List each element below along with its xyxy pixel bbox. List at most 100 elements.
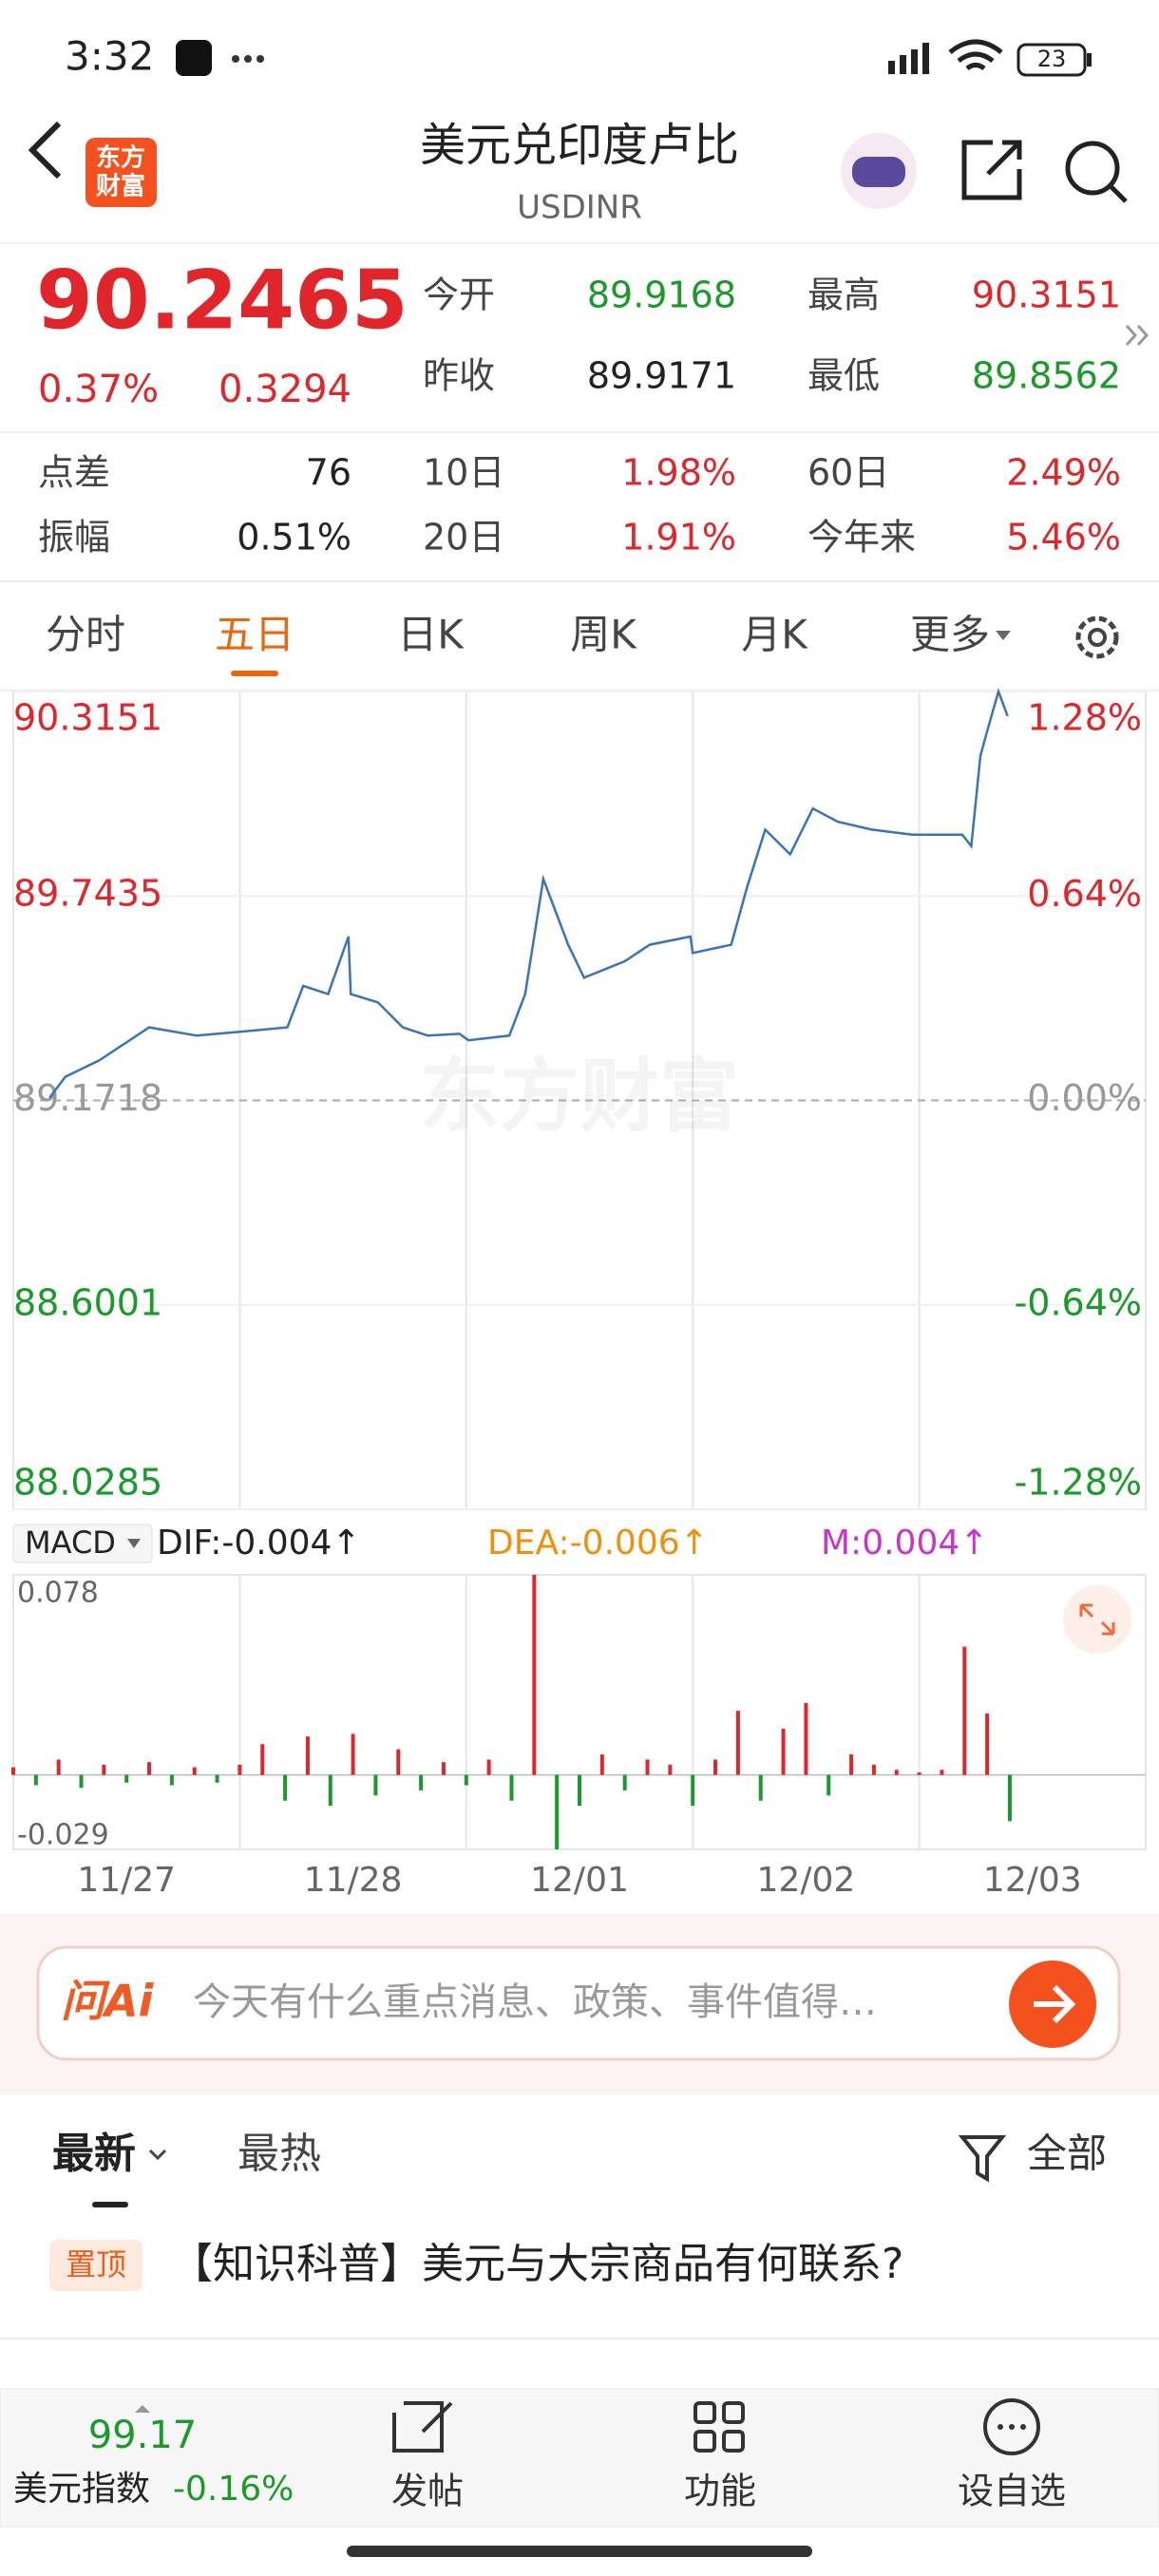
dot bbox=[232, 55, 239, 63]
index-name[interactable]: 美元指数 bbox=[13, 2470, 150, 2509]
indicator-name: MACD bbox=[25, 1525, 116, 1561]
stat-value: 5.46% bbox=[1006, 517, 1121, 559]
filter-icon[interactable] bbox=[958, 2135, 1007, 2183]
y-tick-label: 90.3151 bbox=[13, 697, 162, 739]
ai-brand: 问Ai bbox=[61, 1976, 155, 2027]
search-button[interactable] bbox=[1065, 141, 1120, 196]
stat-label: 点差 bbox=[38, 452, 110, 494]
y2-tick-label: -1.28% bbox=[1015, 1462, 1142, 1504]
action-label[interactable]: 发帖 bbox=[391, 2471, 464, 2512]
index-value[interactable]: 99.17 bbox=[88, 2414, 198, 2457]
tab-underline bbox=[92, 2202, 128, 2207]
y-tick-label: -0.029 bbox=[17, 1819, 109, 1852]
feed-tab[interactable]: 最新 bbox=[52, 2130, 136, 2178]
share-button[interactable] bbox=[961, 140, 1022, 200]
expand-chevron[interactable] bbox=[1125, 324, 1150, 347]
chart-tab[interactable]: 分时 bbox=[46, 612, 125, 658]
x-tick-label: 12/01 bbox=[530, 1861, 629, 1900]
dot bbox=[244, 55, 252, 63]
stat-label: 60日 bbox=[808, 452, 889, 494]
chart-tab[interactable]: 五日 bbox=[215, 612, 294, 658]
settings-center bbox=[1088, 628, 1107, 647]
ai-search-box[interactable] bbox=[36, 1945, 1121, 2061]
field-value: 90.3151 bbox=[972, 275, 1121, 316]
logo[interactable] bbox=[86, 138, 157, 207]
stat-value: 2.49% bbox=[1006, 452, 1121, 494]
logo-text: 东方 bbox=[96, 143, 145, 173]
bottom-bar bbox=[0, 2388, 1159, 2528]
index-arrow bbox=[135, 2405, 150, 2413]
change-percent: 0.37% bbox=[38, 368, 159, 411]
chart-tab[interactable]: 更多 bbox=[910, 612, 990, 658]
stat-value: 1.91% bbox=[621, 517, 736, 559]
field-label: 最低 bbox=[808, 355, 880, 397]
x-tick-label: 12/03 bbox=[983, 1861, 1082, 1900]
change: 0.3294 bbox=[218, 368, 352, 411]
article-title[interactable]: 【知识科普】美元与大宗商品有何联系? bbox=[171, 2240, 903, 2288]
y2-tick-label: 1.28% bbox=[1027, 697, 1142, 739]
stat-label: 10日 bbox=[423, 452, 504, 494]
stat-value: 0.51% bbox=[237, 517, 352, 559]
stat-label: 20日 bbox=[423, 517, 504, 559]
avatar-face bbox=[852, 157, 905, 187]
y-tick-label: 0.078 bbox=[17, 1577, 99, 1610]
field-label: 昨收 bbox=[423, 355, 495, 397]
title: 美元兑印度卢比 bbox=[420, 119, 739, 172]
home-indicator bbox=[347, 2546, 812, 2557]
index-change[interactable]: -0.16% bbox=[173, 2470, 294, 2509]
pin-tag bbox=[49, 2240, 142, 2291]
action-label[interactable]: 功能 bbox=[684, 2471, 756, 2512]
expand-button[interactable] bbox=[1063, 1585, 1131, 1654]
field-value: 89.9168 bbox=[587, 275, 736, 316]
pin-tag-text: 置顶 bbox=[66, 2246, 126, 2282]
indicator-legend: M:0.004↑ bbox=[821, 1524, 988, 1563]
indicator-legend: DEA:-0.006↑ bbox=[487, 1524, 709, 1563]
field-label: 今开 bbox=[423, 275, 495, 316]
y-tick-label: 88.0285 bbox=[13, 1462, 162, 1504]
last-price: 90.2465 bbox=[36, 253, 408, 348]
chart-tab[interactable]: 周K bbox=[570, 612, 637, 658]
back-button[interactable] bbox=[28, 121, 62, 180]
stat-label: 振幅 bbox=[38, 517, 110, 559]
y2-tick-label: -0.64% bbox=[1015, 1281, 1142, 1323]
search-handle bbox=[1109, 184, 1128, 203]
field-label: 最高 bbox=[808, 275, 880, 316]
panel-border bbox=[12, 1574, 1147, 1850]
post-icon bbox=[392, 2401, 453, 2453]
dot bbox=[998, 2424, 1003, 2430]
stat-value: 1.98% bbox=[621, 452, 736, 494]
y-tick-label: 88.6001 bbox=[13, 1281, 162, 1323]
y2-tick-label: 0.00% bbox=[1027, 1077, 1142, 1119]
ai-placeholder: 今天有什么重点消息、政策、事件值得… bbox=[193, 1980, 877, 2024]
watchlist-icon bbox=[983, 2398, 1040, 2455]
indicator-select[interactable] bbox=[12, 1524, 153, 1563]
expand-icon bbox=[1079, 1603, 1115, 1636]
stat-value: 76 bbox=[306, 452, 352, 494]
subtitle: USDINR bbox=[517, 189, 642, 227]
battery-tip bbox=[1087, 53, 1092, 66]
x-tick-label: 11/27 bbox=[77, 1861, 176, 1900]
indicator-legend: DIF:-0.004↑ bbox=[157, 1524, 361, 1563]
signal-icon bbox=[888, 43, 929, 74]
settings-button[interactable] bbox=[1075, 616, 1119, 659]
wifi-icon bbox=[948, 39, 1003, 71]
logo-text: 财富 bbox=[96, 172, 145, 201]
tab-underline bbox=[231, 671, 278, 676]
chart-tab[interactable]: 日K bbox=[397, 612, 465, 658]
action-label[interactable]: 设自选 bbox=[958, 2471, 1066, 2512]
price-line bbox=[48, 687, 1009, 1099]
stat-label: 今年来 bbox=[808, 517, 916, 559]
dot bbox=[1009, 2424, 1015, 2430]
filter-label[interactable]: 全部 bbox=[1027, 2131, 1107, 2177]
clock: 3:32 bbox=[65, 33, 154, 80]
chart-tab[interactable]: 月K bbox=[741, 612, 808, 658]
field-value: 89.8562 bbox=[972, 355, 1121, 397]
feed-tab[interactable]: 最热 bbox=[238, 2130, 321, 2178]
more-arrow bbox=[996, 631, 1011, 640]
y-tick-label: 89.7435 bbox=[13, 873, 162, 915]
x-tick-label: 11/28 bbox=[304, 1861, 403, 1900]
select-arrow bbox=[127, 1539, 141, 1548]
battery-level: 23 bbox=[1037, 46, 1067, 72]
app-icon bbox=[176, 40, 212, 76]
